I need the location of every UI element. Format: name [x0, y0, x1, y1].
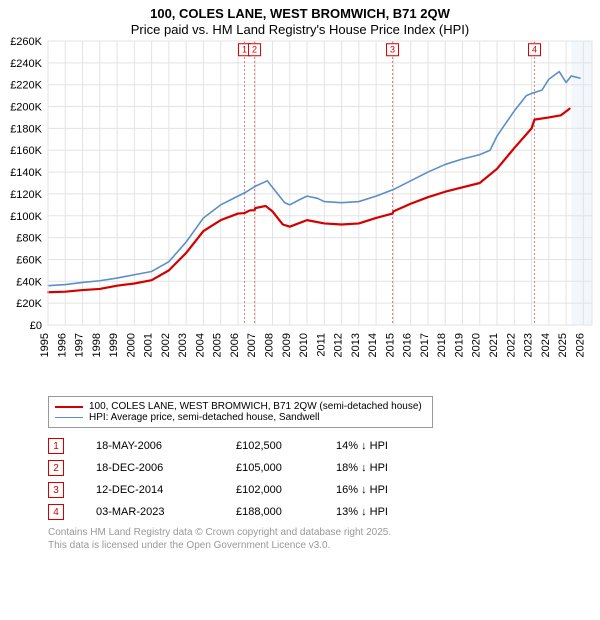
svg-text:£80K: £80K	[16, 233, 42, 245]
transaction-delta: 14% ↓ HPI	[336, 440, 446, 452]
svg-text:2011: 2011	[315, 333, 327, 357]
footer-line-2: This data is licensed under the Open Gov…	[48, 539, 600, 552]
svg-text:£0: £0	[30, 320, 42, 332]
svg-text:£260K: £260K	[10, 37, 42, 48]
svg-text:£160K: £160K	[10, 145, 42, 157]
transaction-price: £102,000	[236, 484, 336, 496]
svg-text:1: 1	[242, 45, 247, 55]
chart-svg: £0 £20K £40K £60K £80K £100K £120K £140K £160K £1…	[0, 37, 600, 387]
footer-text: Contains HM Land Registry data © Crown c…	[48, 526, 600, 552]
svg-text:2013: 2013	[350, 333, 362, 357]
chart-area: £0 £20K £40K £60K £80K £100K £120K £140K £160K £1…	[0, 37, 600, 392]
svg-text:2009: 2009	[281, 333, 293, 357]
chart-titles: 100, COLES LANE, WEST BROMWICH, B71 2QW …	[0, 0, 600, 37]
svg-text:2022: 2022	[505, 333, 517, 357]
transaction-price: £102,500	[236, 440, 336, 452]
svg-text:2004: 2004	[194, 333, 206, 357]
transaction-delta: 18% ↓ HPI	[336, 462, 446, 474]
svg-text:£200K: £200K	[10, 102, 42, 114]
svg-text:£240K: £240K	[10, 58, 42, 70]
svg-text:2016: 2016	[402, 333, 414, 357]
svg-text:2002: 2002	[160, 333, 172, 357]
svg-text:4: 4	[532, 45, 537, 55]
legend-row: HPI: Average price, semi-detached house,…	[55, 412, 422, 423]
svg-text:2000: 2000	[125, 333, 137, 357]
transaction-delta: 13% ↓ HPI	[336, 506, 446, 518]
transaction-price: £105,000	[236, 462, 336, 474]
transaction-marker: 3	[48, 482, 64, 498]
svg-text:2021: 2021	[488, 333, 500, 357]
transaction-date: 12-DEC-2014	[96, 484, 236, 496]
legend-swatch	[55, 406, 83, 408]
svg-text:£20K: £20K	[16, 298, 42, 310]
svg-text:2008: 2008	[264, 333, 276, 357]
svg-text:£60K: £60K	[16, 254, 42, 266]
svg-text:2012: 2012	[333, 333, 345, 357]
svg-text:2019: 2019	[453, 333, 465, 357]
transaction-row: 3 12-DEC-2014£102,00016% ↓ HPI	[48, 482, 600, 498]
svg-text:£40K: £40K	[16, 276, 42, 288]
svg-text:2025: 2025	[557, 333, 569, 357]
svg-text:2006: 2006	[229, 333, 241, 357]
legend-label: 100, COLES LANE, WEST BROMWICH, B71 2QW …	[89, 401, 422, 412]
svg-text:2014: 2014	[367, 333, 379, 357]
transaction-row: 1 18-MAY-2006£102,50014% ↓ HPI	[48, 438, 600, 454]
svg-text:2: 2	[252, 45, 257, 55]
svg-text:2024: 2024	[540, 333, 552, 357]
svg-text:1998: 1998	[91, 333, 103, 357]
svg-text:1999: 1999	[108, 333, 120, 357]
svg-text:2005: 2005	[212, 333, 224, 357]
transaction-marker: 2	[48, 460, 64, 476]
transaction-marker: 4	[48, 504, 64, 520]
title-line-1: 100, COLES LANE, WEST BROMWICH, B71 2QW	[0, 6, 600, 21]
title-line-2: Price paid vs. HM Land Registry's House …	[0, 22, 600, 37]
svg-text:1996: 1996	[56, 333, 68, 357]
transaction-date: 18-MAY-2006	[96, 440, 236, 452]
svg-text:3: 3	[390, 45, 395, 55]
svg-text:1997: 1997	[74, 333, 86, 357]
svg-text:£100K: £100K	[10, 211, 42, 223]
legend-label: HPI: Average price, semi-detached house,…	[89, 412, 320, 423]
legend-swatch	[55, 417, 83, 418]
svg-text:1995: 1995	[39, 333, 51, 357]
svg-text:£220K: £220K	[10, 80, 42, 92]
svg-text:2023: 2023	[523, 333, 535, 357]
legend-box: 100, COLES LANE, WEST BROMWICH, B71 2QW …	[48, 396, 433, 428]
transactions-table: 1 18-MAY-2006£102,50014% ↓ HPI 2 18-DEC-200…	[48, 438, 600, 520]
transaction-date: 18-DEC-2006	[96, 462, 236, 474]
svg-text:2010: 2010	[298, 333, 310, 357]
transaction-marker: 1	[48, 438, 64, 454]
transaction-date: 03-MAR-2023	[96, 506, 236, 518]
transaction-row: 2 18-DEC-2006£105,00018% ↓ HPI	[48, 460, 600, 476]
svg-text:£140K: £140K	[10, 167, 42, 179]
footer-line-1: Contains HM Land Registry data © Crown c…	[48, 526, 600, 539]
svg-text:2001: 2001	[143, 333, 155, 357]
svg-text:2007: 2007	[246, 333, 258, 357]
svg-text:2015: 2015	[384, 333, 396, 357]
transaction-delta: 16% ↓ HPI	[336, 484, 446, 496]
page-container: 100, COLES LANE, WEST BROMWICH, B71 2QW …	[0, 0, 600, 552]
svg-text:£180K: £180K	[10, 123, 42, 135]
legend-row: 100, COLES LANE, WEST BROMWICH, B71 2QW …	[55, 401, 422, 412]
svg-text:2020: 2020	[471, 333, 483, 357]
transaction-row: 4 03-MAR-2023£188,00013% ↓ HPI	[48, 504, 600, 520]
svg-text:2017: 2017	[419, 333, 431, 357]
svg-text:2003: 2003	[177, 333, 189, 357]
transaction-price: £188,000	[236, 506, 336, 518]
svg-text:£120K: £120K	[10, 189, 42, 201]
svg-text:2018: 2018	[436, 333, 448, 357]
svg-text:2026: 2026	[574, 333, 586, 357]
